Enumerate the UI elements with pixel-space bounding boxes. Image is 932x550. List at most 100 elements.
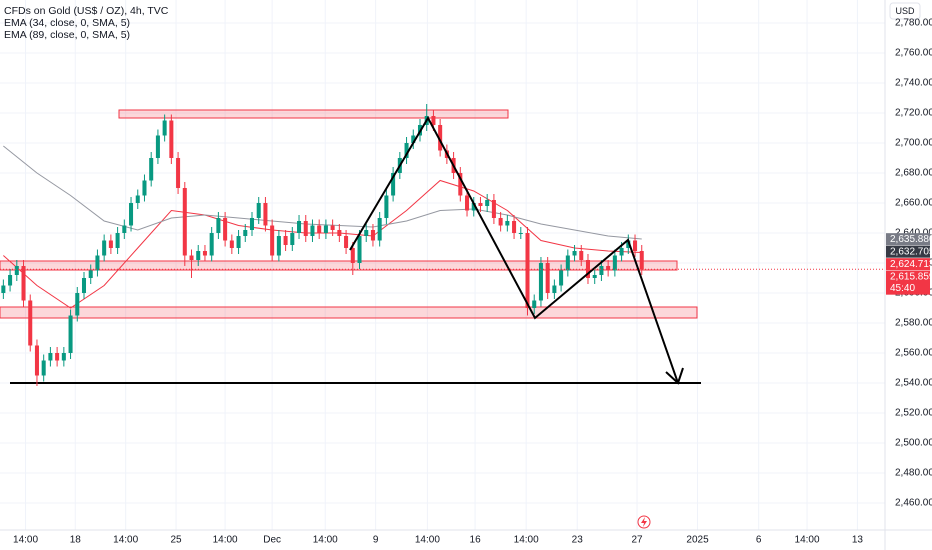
candle-body bbox=[491, 199, 496, 218]
drawings bbox=[0, 109, 701, 384]
x-tick-label: 14:00 bbox=[213, 535, 238, 546]
candle-body bbox=[28, 300, 33, 346]
price-label-bg bbox=[886, 245, 930, 258]
candle-body bbox=[633, 240, 638, 251]
candle-body bbox=[196, 250, 201, 260]
candle-body bbox=[471, 202, 476, 211]
candle-body bbox=[189, 255, 194, 260]
x-tick-label: 14:00 bbox=[313, 535, 338, 546]
y-tick-label: 2,500.000 bbox=[895, 438, 932, 449]
axis-labels: 2,460.000 2,480.000 2,500.000 2,520.000 2,54… bbox=[13, 18, 932, 546]
resistance-zone bbox=[118, 109, 509, 119]
pattern-drawing bbox=[349, 115, 684, 385]
candle-body bbox=[129, 202, 134, 226]
candle-body bbox=[297, 220, 302, 233]
candle-body bbox=[344, 235, 349, 248]
candle-body bbox=[552, 285, 557, 293]
candle-body bbox=[8, 274, 13, 286]
candle-body bbox=[149, 157, 154, 181]
y-tick-label: 2,480.000 bbox=[895, 468, 932, 479]
y-tick-label: 2,700.000 bbox=[895, 138, 932, 149]
candle-body bbox=[155, 135, 160, 158]
candle-body bbox=[330, 225, 335, 230]
candle-body bbox=[478, 202, 483, 206]
candle-body bbox=[370, 229, 375, 241]
candle-body bbox=[95, 255, 100, 271]
candle-body bbox=[108, 240, 113, 248]
candle-body bbox=[350, 247, 355, 263]
candle-body bbox=[585, 259, 590, 278]
candle-body bbox=[202, 250, 207, 256]
ema-line bbox=[3, 179, 642, 309]
x-tick-label: 18 bbox=[70, 535, 82, 546]
candle-body bbox=[303, 220, 308, 236]
candle-body bbox=[592, 274, 597, 278]
price-label: 2,624.713 bbox=[890, 259, 932, 270]
x-tick-label: 14:00 bbox=[795, 535, 820, 546]
candle-body bbox=[290, 232, 295, 245]
candle-body bbox=[619, 247, 624, 256]
candle-body bbox=[532, 300, 537, 308]
candle-body bbox=[317, 225, 322, 233]
candle-body bbox=[34, 345, 39, 376]
candle-body bbox=[229, 240, 234, 248]
price-label-bg bbox=[886, 233, 930, 246]
y-tick-label: 2,560.000 bbox=[895, 348, 932, 359]
candle-body bbox=[438, 124, 443, 151]
candle-body bbox=[404, 142, 409, 158]
candle-body bbox=[545, 262, 550, 293]
price-label: 2,635.886 bbox=[890, 234, 932, 245]
candle-body bbox=[364, 229, 369, 236]
candle-body bbox=[377, 217, 382, 241]
candle-body bbox=[68, 315, 73, 353]
candle-body bbox=[263, 202, 268, 226]
candle-body bbox=[612, 255, 617, 271]
candle-body bbox=[14, 265, 19, 275]
candle-body bbox=[465, 195, 470, 211]
price-label: 2,632.705 bbox=[890, 246, 932, 257]
support-zone bbox=[0, 260, 678, 271]
y-tick-label: 2,780.000 bbox=[895, 18, 932, 29]
x-tick-label: 16 bbox=[470, 535, 482, 546]
x-tick-label: Dec bbox=[263, 535, 281, 546]
candle-body bbox=[411, 135, 416, 143]
candle-body bbox=[176, 157, 181, 188]
candle-body bbox=[142, 180, 147, 196]
candle-body bbox=[559, 270, 564, 286]
candle-body bbox=[223, 217, 228, 241]
y-tick-label: 2,460.000 bbox=[895, 498, 932, 509]
x-tick-label: 14:00 bbox=[514, 535, 539, 546]
x-tick-label: 14:00 bbox=[113, 535, 138, 546]
candle-body bbox=[639, 250, 644, 270]
price-label: 2,615.859 bbox=[890, 271, 932, 282]
candle-body bbox=[115, 232, 120, 248]
y-tick-label: 2,740.000 bbox=[895, 78, 932, 89]
event-icon[interactable] bbox=[637, 515, 651, 529]
price-label-bg bbox=[886, 258, 930, 271]
candle-body bbox=[391, 172, 396, 196]
currency-box[interactable] bbox=[889, 2, 921, 20]
candle-body bbox=[599, 265, 604, 275]
candle-body bbox=[216, 217, 221, 233]
x-tick-label: 13 bbox=[852, 535, 864, 546]
candle-body bbox=[169, 120, 174, 158]
x-tick-label: 14:00 bbox=[13, 535, 38, 546]
candle-body bbox=[236, 235, 241, 248]
candle-body bbox=[337, 229, 342, 236]
candle-body bbox=[1, 285, 6, 293]
legend-entry: EMA (89, close, 0, SMA, 5) bbox=[4, 29, 130, 41]
candle-body bbox=[323, 225, 328, 233]
candle-body bbox=[21, 265, 26, 301]
support-zone bbox=[0, 306, 698, 319]
candle-body bbox=[505, 220, 510, 226]
legend-entry: EMA (34, close, 0, SMA, 5) bbox=[4, 17, 130, 29]
candle-body bbox=[256, 202, 261, 218]
grid bbox=[0, 0, 885, 530]
candle-body bbox=[209, 232, 214, 256]
candle-body bbox=[182, 187, 187, 256]
candle-body bbox=[384, 195, 389, 218]
candle-body bbox=[485, 199, 490, 206]
candle-body bbox=[270, 225, 275, 256]
